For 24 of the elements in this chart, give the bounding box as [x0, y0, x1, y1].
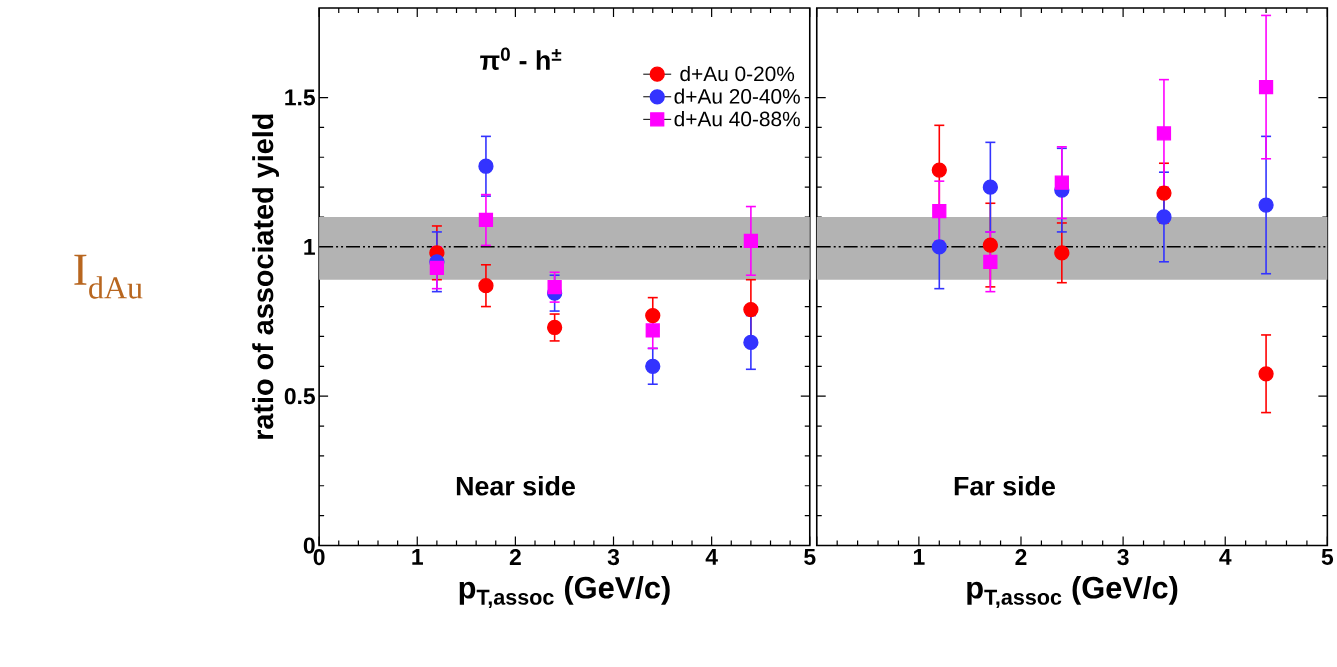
x-tick-label: 2	[509, 548, 521, 565]
text: I$_{dAu}$	[74, 254, 143, 299]
y-tick-label: 1.5	[285, 89, 315, 106]
x-tick-label: 3	[1117, 548, 1129, 566]
x-tick-label: 4	[705, 548, 718, 565]
x-tick-label: 5	[804, 548, 816, 565]
legend-label: d+Au 40-88%	[674, 110, 800, 127]
annotation: π$^{0}$ - h$^{±}$	[480, 47, 562, 70]
annotation: Far side	[954, 475, 1055, 496]
legend-label: d+Au 0-20%	[680, 65, 795, 82]
x-tick-label: 1	[913, 548, 925, 565]
y-tick-label: 0	[303, 537, 315, 554]
legend-label: d+Au 20-40%	[674, 88, 800, 104]
y-tick-label: 1	[304, 238, 315, 255]
y-axis-title: ratio of associated yield	[252, 114, 280, 439]
x-axis-title: p$_{T,assoc}$ (GeV/c)	[459, 575, 670, 608]
x-tick-label: 5	[1321, 548, 1334, 565]
x-axis-title: p$_{T,assoc}$ (GeV/c)	[967, 575, 1178, 608]
annotation: Near side	[456, 475, 575, 496]
y-tick-label: 0.5	[284, 388, 315, 405]
x-tick-label: 2	[1015, 548, 1027, 565]
x-tick-label: 3	[607, 548, 620, 566]
x-tick-label: 4	[1219, 548, 1232, 565]
x-tick-label: 1	[412, 548, 423, 565]
